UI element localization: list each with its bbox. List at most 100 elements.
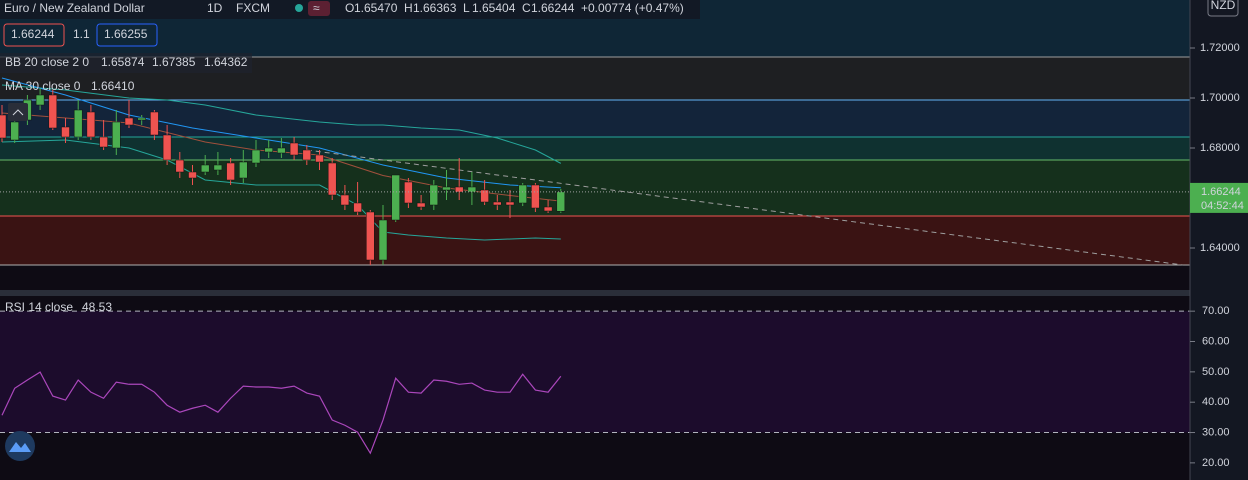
y-tick-label: 30.00 bbox=[1202, 426, 1230, 438]
header: Euro / New Zealand Dollar 1D FXCM ≈ O 1.6… bbox=[0, 0, 1239, 461]
y-tick-label: 1.70000 bbox=[1200, 92, 1240, 104]
symbol-title: Euro / New Zealand Dollar bbox=[4, 1, 145, 15]
candle-body bbox=[493, 201, 502, 206]
candle-body bbox=[340, 194, 350, 206]
candle-body bbox=[327, 162, 337, 196]
sell-button[interactable] bbox=[3, 23, 65, 47]
zone bbox=[0, 137, 1190, 160]
bb-upper: 1.67385 bbox=[152, 55, 196, 69]
rsi-band bbox=[0, 311, 1190, 433]
candle-body bbox=[442, 186, 451, 191]
axes: 1.72000 1.70000 1.68000 1.64000 1.66244 04:52… bbox=[1190, 42, 1248, 469]
candle-body bbox=[226, 162, 235, 181]
price-tag-label: 1.66244 bbox=[1201, 186, 1241, 198]
ohlc-label: C bbox=[522, 1, 531, 15]
bb-lower: 1.64362 bbox=[204, 55, 248, 69]
candle-body bbox=[467, 186, 477, 193]
candle-body bbox=[61, 126, 70, 138]
candle-body bbox=[99, 136, 108, 148]
y-tick-label: 60.00 bbox=[1202, 335, 1230, 347]
y-tick-label: 1.68000 bbox=[1200, 142, 1240, 154]
collapse-button[interactable] bbox=[8, 103, 28, 121]
candle-body bbox=[454, 186, 464, 193]
bb-basis: 1.65874 bbox=[101, 55, 145, 69]
ohlc-label: O bbox=[345, 1, 354, 15]
candle-body bbox=[264, 147, 273, 153]
zone bbox=[0, 216, 1190, 265]
indicator-line bbox=[1, 84, 562, 164]
candle-body bbox=[289, 142, 299, 156]
replay-icon[interactable] bbox=[308, 1, 330, 16]
rsi-label: RSI 14 close bbox=[5, 300, 73, 314]
candle-body bbox=[378, 219, 388, 261]
candle-body bbox=[518, 184, 527, 204]
ohlc-label: H bbox=[404, 1, 413, 15]
header-bg bbox=[0, 0, 700, 19]
panes bbox=[0, 0, 1190, 455]
rsi-value: 48.53 bbox=[82, 300, 112, 314]
candle-body bbox=[175, 159, 185, 173]
candle-body bbox=[188, 171, 197, 179]
candle-body bbox=[10, 121, 19, 141]
candle-body bbox=[112, 121, 121, 149]
candle-body bbox=[0, 114, 7, 139]
candle-body bbox=[531, 184, 540, 209]
ohlc-value: 1.66363 bbox=[413, 1, 457, 15]
status-dot bbox=[295, 4, 303, 12]
candle-body bbox=[200, 164, 210, 173]
zone bbox=[0, 100, 1190, 137]
currency-badge[interactable] bbox=[1207, 0, 1239, 17]
candle-body bbox=[404, 181, 413, 204]
price-tag bbox=[1190, 182, 1248, 213]
ma-value: 1.66410 bbox=[91, 79, 135, 93]
candle-body bbox=[213, 164, 223, 171]
candle-body bbox=[366, 211, 375, 261]
ohlc-value: 1.66244 bbox=[531, 1, 575, 15]
ohlc-value: 1.65404 bbox=[472, 1, 516, 15]
legend-bg bbox=[0, 53, 252, 73]
buy-button[interactable] bbox=[96, 23, 158, 47]
candle-body bbox=[239, 161, 248, 179]
y-tick-label: 1.64000 bbox=[1200, 242, 1240, 254]
candle-body bbox=[137, 117, 146, 121]
candle-body bbox=[124, 117, 134, 126]
candle-body bbox=[543, 206, 553, 212]
trend-line bbox=[306, 149, 1184, 266]
candle-body bbox=[73, 109, 83, 138]
price-axis bbox=[1190, 0, 1248, 480]
candle-body bbox=[416, 202, 426, 208]
candle-body bbox=[162, 134, 172, 161]
logo-icon bbox=[9, 442, 31, 452]
candle-body bbox=[150, 111, 159, 136]
candle-body bbox=[35, 94, 45, 106]
candle-body bbox=[48, 94, 58, 129]
candle-body bbox=[391, 174, 400, 221]
candle-body bbox=[505, 201, 515, 206]
bb-label: BB 20 close 2 0 bbox=[5, 55, 89, 69]
countdown: 04:52:44 bbox=[1201, 200, 1244, 212]
interval: 1D bbox=[207, 1, 223, 15]
sell-price[interactable]: 1.66244 bbox=[11, 27, 55, 41]
indicator-line bbox=[1, 77, 561, 189]
currency: NZD bbox=[1211, 0, 1236, 12]
logo[interactable] bbox=[5, 431, 35, 461]
rsi-line bbox=[1, 371, 562, 455]
candle-body bbox=[277, 147, 286, 154]
candle-body bbox=[86, 111, 96, 138]
icon-glyph: ≈ bbox=[313, 1, 320, 15]
buy-price[interactable]: 1.66255 bbox=[104, 27, 148, 41]
y-tick-label: 70.00 bbox=[1202, 305, 1230, 317]
y-tick-label: 50.00 bbox=[1202, 366, 1230, 378]
indicator-line bbox=[1, 139, 561, 241]
y-tick-label: 20.00 bbox=[1202, 457, 1230, 469]
candle-body bbox=[480, 189, 489, 203]
ohlc-value: 1.65470 bbox=[354, 1, 398, 15]
candle-body bbox=[315, 154, 324, 163]
candle-body bbox=[302, 149, 312, 161]
spread: 1.1 bbox=[73, 27, 90, 41]
ma-label: MA 30 close 0 bbox=[5, 79, 81, 93]
candle-body bbox=[556, 191, 566, 212]
pane-separator bbox=[0, 290, 1248, 296]
candle-body bbox=[429, 184, 439, 206]
